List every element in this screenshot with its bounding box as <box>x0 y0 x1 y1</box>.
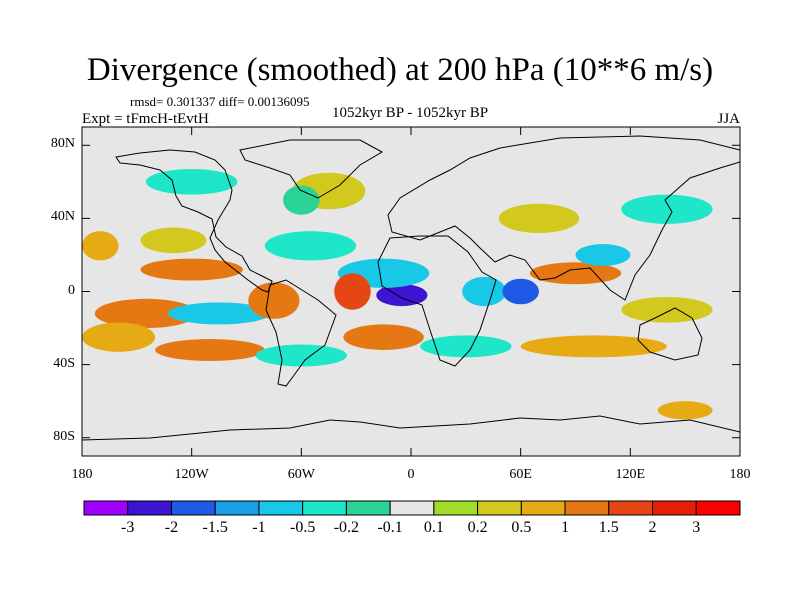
coastlines <box>82 135 740 441</box>
contour-region-9 <box>264 231 357 261</box>
contour-region-18 <box>502 278 539 305</box>
contour-region-3 <box>167 302 271 325</box>
season-label: JJA <box>717 111 740 127</box>
contour-region-0 <box>94 298 198 329</box>
colorbar-label: -1.5 <box>202 519 228 536</box>
eurasia-coast <box>387 135 740 301</box>
colorbar-swatch-4 <box>258 500 304 516</box>
colorbar-swatch-2 <box>170 500 216 516</box>
contour-region-26 <box>657 401 713 420</box>
colorbar-swatch-12 <box>608 500 654 516</box>
colorbar-swatch-9 <box>477 500 522 516</box>
colorbar-label: 0.1 <box>423 519 444 536</box>
south-america-coast <box>265 279 337 387</box>
lon-label: 0 <box>407 467 415 482</box>
colorbar-label: 2 <box>648 519 657 536</box>
contour-region-25 <box>420 335 512 358</box>
colorbar-label: 1.5 <box>598 519 619 536</box>
colorbar-swatch-1 <box>127 500 172 516</box>
page-title: Divergence (smoothed) at 200 hPa (10**6 … <box>86 52 714 88</box>
colorbar-label: -0.2 <box>333 519 360 536</box>
contour-region-11 <box>283 185 320 215</box>
contour-region-17 <box>462 276 507 307</box>
colorbar-swatch-14 <box>695 500 741 516</box>
colorbar-label: 1 <box>561 519 570 536</box>
contour-region-23 <box>621 194 713 224</box>
contour-region-20 <box>498 203 580 234</box>
contour-region-4 <box>155 339 265 361</box>
colorbar-swatch-5 <box>302 500 347 516</box>
contour-region-21 <box>575 243 631 266</box>
colorbar-label: -3 <box>121 519 135 536</box>
contour-region-22 <box>621 296 713 323</box>
contour-fields <box>82 169 713 420</box>
lon-label: 60W <box>287 467 315 482</box>
colorbar <box>83 500 741 516</box>
lat-label: 40N <box>50 209 75 225</box>
colorbar-swatch-13 <box>652 500 697 516</box>
contour-region-6 <box>82 231 119 261</box>
contour-region-15 <box>343 324 424 350</box>
colorbar-swatch-7 <box>389 500 435 516</box>
lon-label: 180 <box>71 467 93 482</box>
axis-ticks <box>81 127 741 456</box>
contour-region-16 <box>255 344 348 367</box>
colorbar-swatch-0 <box>83 500 129 516</box>
colorbar-label: 0.2 <box>467 519 488 536</box>
period-label: 1052kyr BP - 1052kyr BP <box>331 105 489 121</box>
colorbar-swatch-10 <box>520 500 566 516</box>
antarctica-coast <box>82 415 740 441</box>
lon-label: 120E <box>615 467 646 482</box>
colorbar-swatch-11 <box>564 500 610 516</box>
colorbar-swatch-6 <box>345 500 391 516</box>
lon-label: 120W <box>174 467 209 482</box>
colorbar-label: -0.5 <box>289 519 316 536</box>
colorbar-label: 3 <box>692 519 701 536</box>
contour-region-24 <box>520 335 667 358</box>
contour-region-5 <box>140 227 207 254</box>
lon-label: 60E <box>509 467 532 482</box>
contour-region-1 <box>82 322 156 352</box>
lat-label: 40S <box>53 355 75 371</box>
contour-region-7 <box>145 169 238 195</box>
contour-region-2 <box>140 258 243 281</box>
lon-label: 180 <box>729 467 751 482</box>
colorbar-swatch-3 <box>214 500 260 516</box>
lat-label: 80S <box>53 428 75 444</box>
colorbar-label: -1 <box>252 519 266 536</box>
colorbar-swatch-8 <box>433 500 479 516</box>
greenland-coast <box>239 139 384 199</box>
africa-coast <box>377 235 497 367</box>
experiment-label: Expt = tFmcH-tEvtH <box>82 111 209 127</box>
colorbar-label: -0.1 <box>377 519 403 536</box>
colorbar-label: 0.5 <box>511 519 532 536</box>
contour-region-14 <box>334 273 371 310</box>
contour-region-8 <box>248 282 300 319</box>
rmsd-diff-stats: rmsd= 0.301337 diff= 0.00136095 <box>130 94 310 109</box>
australia-coast <box>637 307 703 361</box>
lat-label: 0 <box>68 282 75 298</box>
lat-label: 80N <box>50 136 75 152</box>
colorbar-label: -2 <box>164 519 179 536</box>
